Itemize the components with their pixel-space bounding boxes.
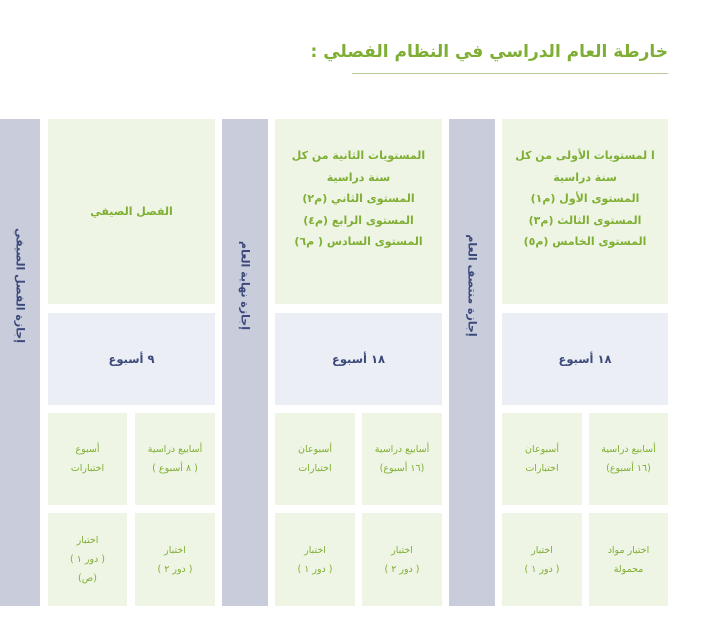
cell-line: اختبارات: [525, 463, 559, 474]
first-carry-exam: اختبار مواد محمولة: [589, 513, 668, 606]
levels-line: ا لمستويات الأولى من كل: [515, 149, 655, 162]
mid-year-break-bar: إجازة منتصف العام: [449, 119, 495, 606]
cell-line: ( دور ١ ): [70, 554, 105, 565]
levels-line: المستوى الثاني (م٢): [302, 192, 415, 205]
cell-line: اختبار: [164, 544, 186, 556]
second-semester-weeks: ١٨ أسبوع: [275, 313, 442, 405]
year-end-break-bar: إجازة نهاية العام: [222, 119, 268, 606]
summer-semester-weeks: ٩ أسبوع: [48, 313, 215, 405]
cell-line: أسبوعان: [525, 444, 559, 455]
cell-line: اختبار: [531, 544, 553, 556]
summer-break-bar: إجازة الفصل الصيفي: [0, 119, 40, 606]
cell-line: ( دور ٢ ): [384, 563, 420, 575]
cell-line: أسبوعان: [298, 444, 332, 455]
cell-line: اختبار: [76, 535, 99, 546]
cell-line: اختبارات: [298, 463, 332, 474]
cell-line: أسابيع دراسية: [601, 444, 656, 455]
second-exam-round2: اختبار ( دور ٢ ): [362, 513, 442, 606]
page-title: خارطة العام الدراسي في النظام الفصلي :: [310, 42, 668, 62]
cell-line: اختبارات: [70, 463, 105, 474]
mid-year-break-label: إجازة منتصف العام: [465, 234, 479, 337]
levels-line: المستوى الرابع (م٤): [303, 213, 414, 227]
summer-exam-round1: اختبار ( دور ١ ) (ص): [48, 513, 127, 606]
levels-line: سنة دراسية: [326, 170, 391, 184]
cell-line: (١٦ أسبوع): [379, 463, 425, 474]
cell-line: ( دور ٢ ): [157, 563, 193, 575]
first-semester-levels: ا لمستويات الأولى من كل سنة دراسية المست…: [502, 119, 668, 304]
first-study-weeks: أسابيع دراسية (١٦ أسبوع): [589, 413, 668, 505]
first-semester-weeks: ١٨ أسبوع: [502, 313, 668, 405]
cell-line: ( دور ١ ): [297, 563, 333, 575]
levels-line: المستويات الثانية من كل: [291, 149, 426, 162]
summer-break-label: إجازة الفصل الصيفي: [13, 227, 27, 344]
second-study-weeks: أسابيع دراسية (١٦ أسبوع): [362, 413, 442, 505]
levels-line: المستوى الثالث (م٣): [528, 213, 642, 227]
year-end-break-label: إجازة نهاية العام: [238, 241, 252, 330]
summer-exam-round2: اختبار ( دور ٢ ): [135, 513, 215, 606]
second-semester-levels: المستويات الثانية من كل سنة دراسية المست…: [275, 119, 442, 304]
cell-line: محمولة: [613, 563, 644, 575]
summer-semester-title: الفصل الصيفي: [48, 119, 215, 304]
summer-study-weeks: أسابيع دراسية ( ٨ أسبوع ): [135, 413, 215, 505]
cell-line: أسابيع دراسية: [147, 444, 203, 455]
second-exam-weeks: أسبوعان اختبارات: [275, 413, 355, 505]
cell-line: أسبوع: [75, 444, 100, 455]
levels-line: المستوى الأول (م١): [530, 192, 640, 205]
levels-line: المستوى السادس ( م٦): [294, 235, 423, 248]
levels-line: سنة دراسية: [553, 170, 617, 184]
cell-line: اختبار مواد: [607, 544, 650, 556]
title-underline: [352, 73, 668, 74]
cell-line: اختبار: [391, 544, 413, 556]
cell-line: (١٦ أسبوع): [606, 463, 651, 474]
cell-line: (ص): [78, 573, 97, 584]
cell-line: ( دور ١ ): [524, 563, 560, 575]
second-exam-round1: اختبار ( دور ١ ): [275, 513, 355, 606]
summer-exam-week: أسبوع اختبارات: [48, 413, 127, 505]
first-exam-weeks: أسبوعان اختبارات: [502, 413, 582, 505]
cell-line: ( ٨ أسبوع ): [152, 463, 198, 474]
cell-line: اختبار: [304, 544, 326, 556]
levels-line: المستوى الخامس (م٥): [523, 235, 647, 248]
cell-line: أسابيع دراسية: [374, 444, 430, 455]
first-exam-round1: اختبار ( دور ١ ): [502, 513, 582, 606]
